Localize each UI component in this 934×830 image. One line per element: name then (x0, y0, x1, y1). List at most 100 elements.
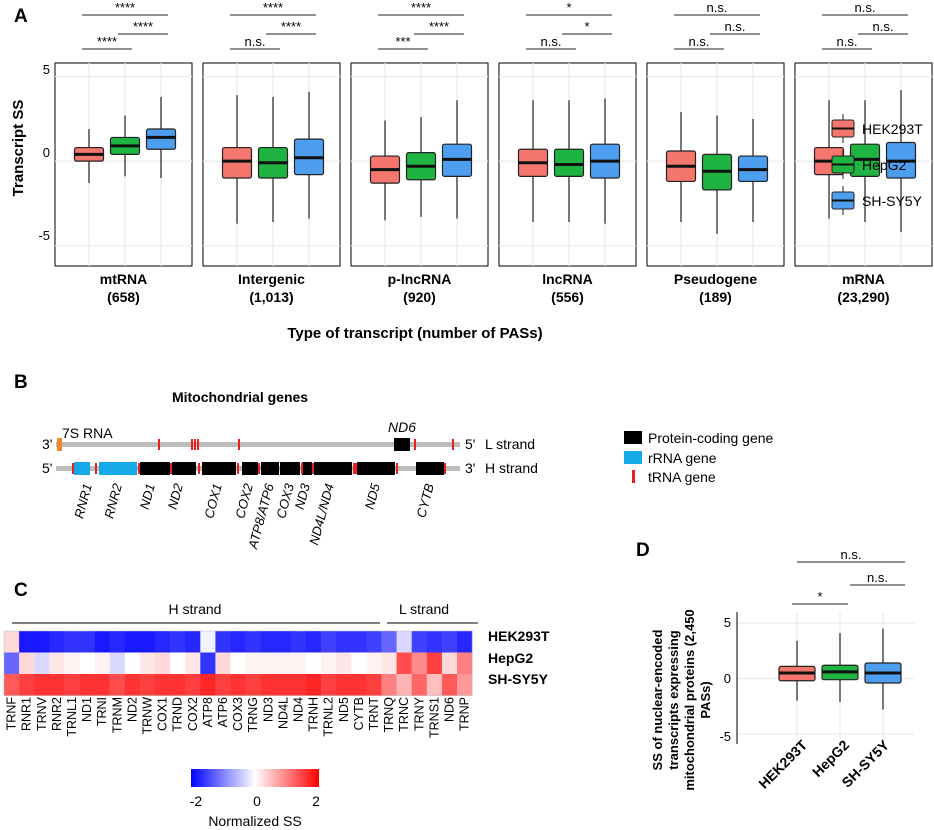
heatmap-cell-shsy5y-cox1 (155, 674, 171, 696)
heatmap-row-label-hepg2: HepG2 (488, 650, 533, 666)
gene-label-rnr2: RNR2 (101, 481, 125, 520)
heatmap-cell-hek293t-trnv (34, 631, 50, 653)
box-mtrna-hepg2 (109, 115, 141, 177)
box-mrna-shsy5y (885, 90, 917, 233)
heatmap-cell-shsy5y-trnt (366, 674, 382, 696)
heatmap-cell-hek293t-cytb (351, 631, 367, 653)
sig-p-lncrna-2: **** (378, 0, 464, 16)
sig-lncrna-1: * (562, 19, 612, 35)
heatmap-cell-hek293t-nd6 (441, 631, 458, 653)
facet-mrna: n.s. n.s. n.s. (794, 0, 933, 267)
sig-pseudogene-2: n.s. (674, 0, 760, 16)
heatmap-cell-hek293t-trny (411, 631, 428, 653)
y-tick-0: 0 (43, 145, 50, 160)
heatmap-cell-shsy5y-cytb (351, 674, 367, 696)
category-label-mrna: mRNA (842, 271, 885, 287)
heatmap-cell-hepg2-trnq (381, 652, 397, 675)
nd1-gene-block (140, 462, 170, 475)
heatmap-cell-shsy5y-rnr2 (49, 674, 65, 696)
heatmap-col-label-cytb: CYTB (352, 697, 366, 730)
trna-mark (197, 439, 199, 450)
panel-d-ylabel-line3: mitochondrial proteins (2,450 (682, 609, 697, 790)
d-box-hek293t (778, 640, 816, 701)
box-lncrna-hepg2 (553, 100, 585, 223)
heatmap-cell-hepg2-trnt (366, 652, 382, 675)
colorbar (191, 769, 319, 787)
sig-mrna-0-label: n.s. (837, 34, 858, 49)
sig-mtrna-2-label: **** (115, 0, 135, 15)
box-p-lncrna-shsy5y (441, 100, 473, 219)
heatmap-cell-hepg2-trnc (396, 652, 412, 675)
sig-lncrna-0-label: n.s. (541, 34, 562, 49)
panel-a-yticks: 5 0 -5 (38, 62, 50, 243)
heatmap-cell-hepg2-nd1 (79, 652, 95, 675)
heatmap-cell-hepg2-rnr1 (19, 652, 35, 675)
panel-b-label: B (14, 372, 28, 393)
panel-a-xlabel: Type of transcript (number of PASs) (287, 325, 542, 342)
l-strand-label: L strand (485, 436, 535, 452)
heatmap-cell-shsy5y-nd3 (260, 674, 277, 696)
heatmap-col-label-trns1: TRNS1 (427, 697, 441, 738)
heatmap-cell-hek293t-cox3 (230, 631, 246, 653)
heatmap-cell-hek293t-atp8 (200, 631, 216, 653)
facet-lncrna: n.s. * * (498, 0, 637, 267)
heatmap-cell-hepg2-trnm (109, 652, 126, 675)
panel-b-legend: Protein-coding gene rRNA gene tRNA gene (624, 430, 774, 485)
panel-c-label: C (14, 580, 28, 601)
heatmap-cell-shsy5y-cox3 (230, 674, 246, 696)
panel-a-ylabel: Transcript SS (10, 100, 27, 197)
category-count-p-lncrna: (920) (403, 289, 436, 305)
d-sig-hepg2-shsy5y: n.s. (850, 570, 905, 586)
category-count-pseudogene: (189) (699, 289, 732, 305)
heatmap-cell-hepg2-nd3 (260, 652, 277, 675)
facet-frame (54, 62, 193, 267)
heatmap-cell-shsy5y-trnl1 (64, 674, 80, 696)
box-mtrna-hek293t (73, 128, 105, 184)
trna-mark (191, 439, 193, 450)
sig-mrna-0: n.s. (822, 34, 872, 50)
heatmap-cell-shsy5y-atp6 (215, 674, 231, 696)
heatmap-cell-hek293t-trnt (366, 631, 382, 653)
heatmap-cell-hek293t-trnc (396, 631, 412, 653)
nd4l-nd4-gene-block (314, 462, 352, 475)
legend-rrna-swatch (624, 451, 642, 464)
heatmap-column-labels: TRNF RNR1 TRNV RNR2 TRNL1 ND1 TRNI TRNM ND2 TRNW C… (5, 696, 472, 738)
d-y-tick-0: 0 (724, 671, 731, 686)
heatmap-cell-hepg2-trnd (170, 652, 186, 675)
atp8-atp6-gene-block (261, 462, 279, 475)
heatmap-cell-shsy5y-nd1 (79, 674, 95, 696)
nd2-gene-block (172, 462, 196, 475)
sig-lncrna-0: n.s. (526, 34, 576, 50)
sig-lncrna-2-label: * (566, 0, 571, 15)
box-intergenic-shsy5y (293, 91, 325, 219)
h-strand-trna-marks (72, 463, 446, 474)
heatmap-cell-hepg2-atp8 (200, 652, 216, 675)
heatmap-col-label-cox1: COX1 (156, 697, 170, 731)
sig-intergenic-1-label: **** (281, 19, 301, 34)
heatmap-cell-shsy5y-trnp (457, 674, 473, 696)
heatmap-cell-hepg2-trnh (306, 652, 322, 675)
h-strand-5prime: 5' (42, 460, 52, 476)
sig-mrna-1: n.s. (858, 19, 908, 35)
heatmap-cell-hek293t-trnq (381, 631, 397, 653)
heatmap-cell-shsy5y-trny (411, 674, 428, 696)
d-sig-hek-shsy5y-label: n.s. (841, 547, 862, 562)
colorbar-tick-2: 2 (312, 793, 320, 809)
heatmap-cell-hek293t-rnr1 (19, 631, 35, 653)
sig-mtrna-1-label: **** (133, 19, 153, 34)
heatmap-cell-hek293t-cox1 (155, 631, 171, 653)
heatmap-cell-shsy5y-trnw (139, 674, 156, 696)
legend-rrna-label: rRNA gene (648, 450, 717, 466)
rnr2-gene-block (99, 462, 137, 475)
colorbar-tick-0: 0 (253, 793, 261, 809)
box-mtrna-shsy5y-iqr (145, 128, 177, 150)
y-tick-5: 5 (43, 62, 50, 77)
cox3-gene-block (280, 462, 300, 475)
heatmap-cell-hek293t-trnp (457, 631, 473, 653)
heatmap-cell-hek293t-atp6 (215, 631, 231, 653)
gene-label-nd5: ND5 (362, 481, 383, 511)
sig-mrna-1-label: n.s. (873, 19, 894, 34)
h-strand-label: H strand (485, 460, 538, 476)
heatmap-cell-hek293t-trnf (4, 631, 20, 653)
